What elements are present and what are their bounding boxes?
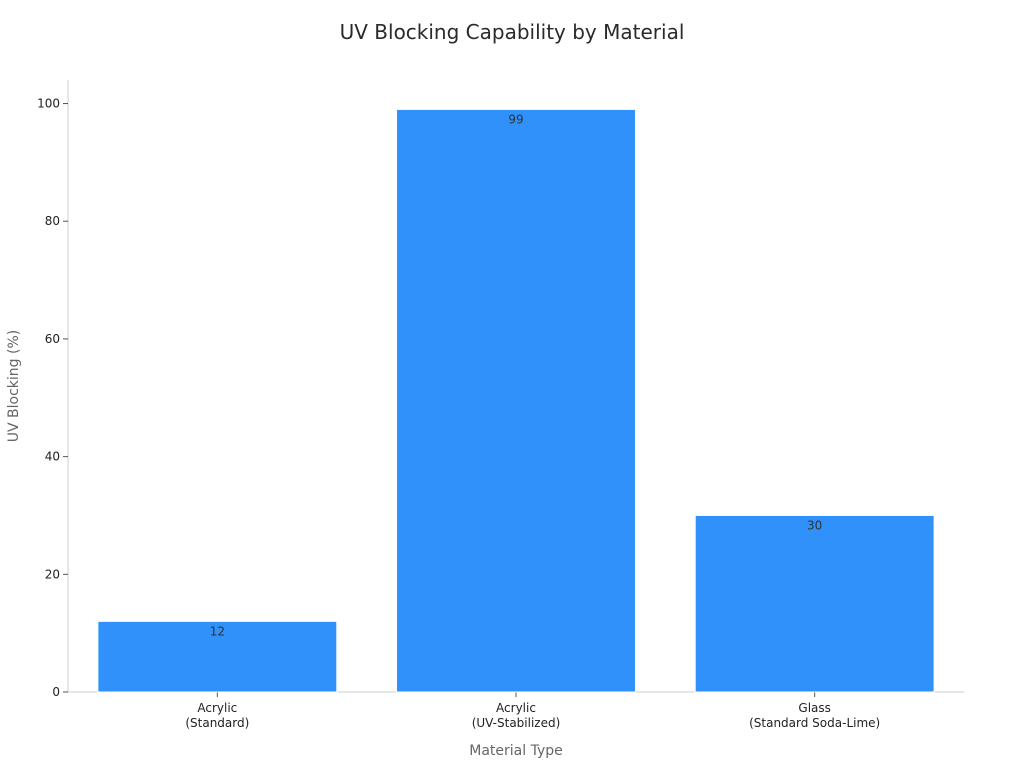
y-tick-label: 0 xyxy=(52,685,60,699)
y-tick-label: 80 xyxy=(45,214,60,228)
bars xyxy=(97,108,935,693)
x-tick-label: Acrylic (UV-Stabilized) xyxy=(472,701,561,730)
y-tick-label: 60 xyxy=(45,332,60,346)
x-tick-label: Glass (Standard Soda-Lime) xyxy=(749,701,880,730)
chart-title: UV Blocking Capability by Material xyxy=(339,20,685,44)
labels: 12 99 30 xyxy=(210,112,823,638)
y-tick-label: 100 xyxy=(37,97,60,111)
bar xyxy=(694,514,935,693)
bar-value-label: 30 xyxy=(807,518,822,532)
bar xyxy=(396,108,636,693)
x-axis-title: Material Type xyxy=(469,743,562,759)
bar xyxy=(97,620,338,693)
y-tick-label: 20 xyxy=(45,567,60,581)
bar-value-label: 99 xyxy=(508,112,523,126)
y-axis-title: UV Blocking (%) xyxy=(6,330,22,442)
bar-value-label: 12 xyxy=(210,624,225,638)
y-tick-label: 40 xyxy=(45,450,60,464)
x-tick-label: Acrylic (Standard) xyxy=(185,701,249,730)
